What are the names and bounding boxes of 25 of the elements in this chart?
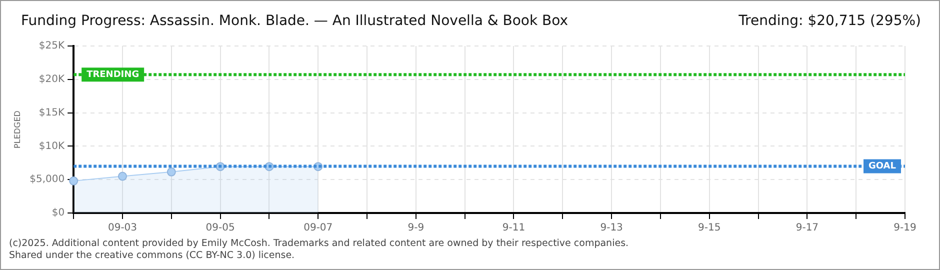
x-tick-label: 9-13 (600, 222, 623, 234)
y-tick-label: $0 (52, 208, 65, 219)
chart-title: Funding Progress: Assassin. Monk. Blade. — An Illustrated Novella & Book Box (21, 13, 568, 29)
x-tick-label: 9-9 (408, 222, 424, 234)
ref-line-label: GOAL (868, 162, 896, 172)
text: Trending: $20,715 (295%) (738, 13, 921, 29)
y-axis-title: PLEDGED (12, 110, 22, 148)
point (69, 176, 78, 186)
x-tick-label: 09-05 (206, 222, 235, 234)
ref-line-label: TRENDING (86, 70, 140, 80)
y-tick-label: $5,000 (30, 174, 65, 186)
point (166, 167, 176, 176)
y-tick-label: $20K (38, 74, 66, 85)
x-tick-label: 9-17 (796, 222, 819, 234)
x-tick-label: 09-03 (108, 222, 138, 234)
x-tick-label: 9-19 (894, 222, 916, 234)
y-tick-label: $10K (38, 140, 66, 152)
y-tick-label: $25K (38, 40, 66, 52)
x-tick-label: 9-15 (698, 222, 721, 234)
text: (c)2025. Additional content provided by Emily McCosh. Trademarks and related content are owned by their respective companies. (9, 238, 629, 250)
text: Shared under the creative commons (CC BY-NC 3.0) license. (9, 250, 296, 262)
x-tick-label: 9-11 (502, 222, 526, 234)
point (118, 172, 127, 181)
x-tick-label: 09-07 (304, 222, 333, 234)
y-tick-label: $15K (38, 107, 66, 118)
